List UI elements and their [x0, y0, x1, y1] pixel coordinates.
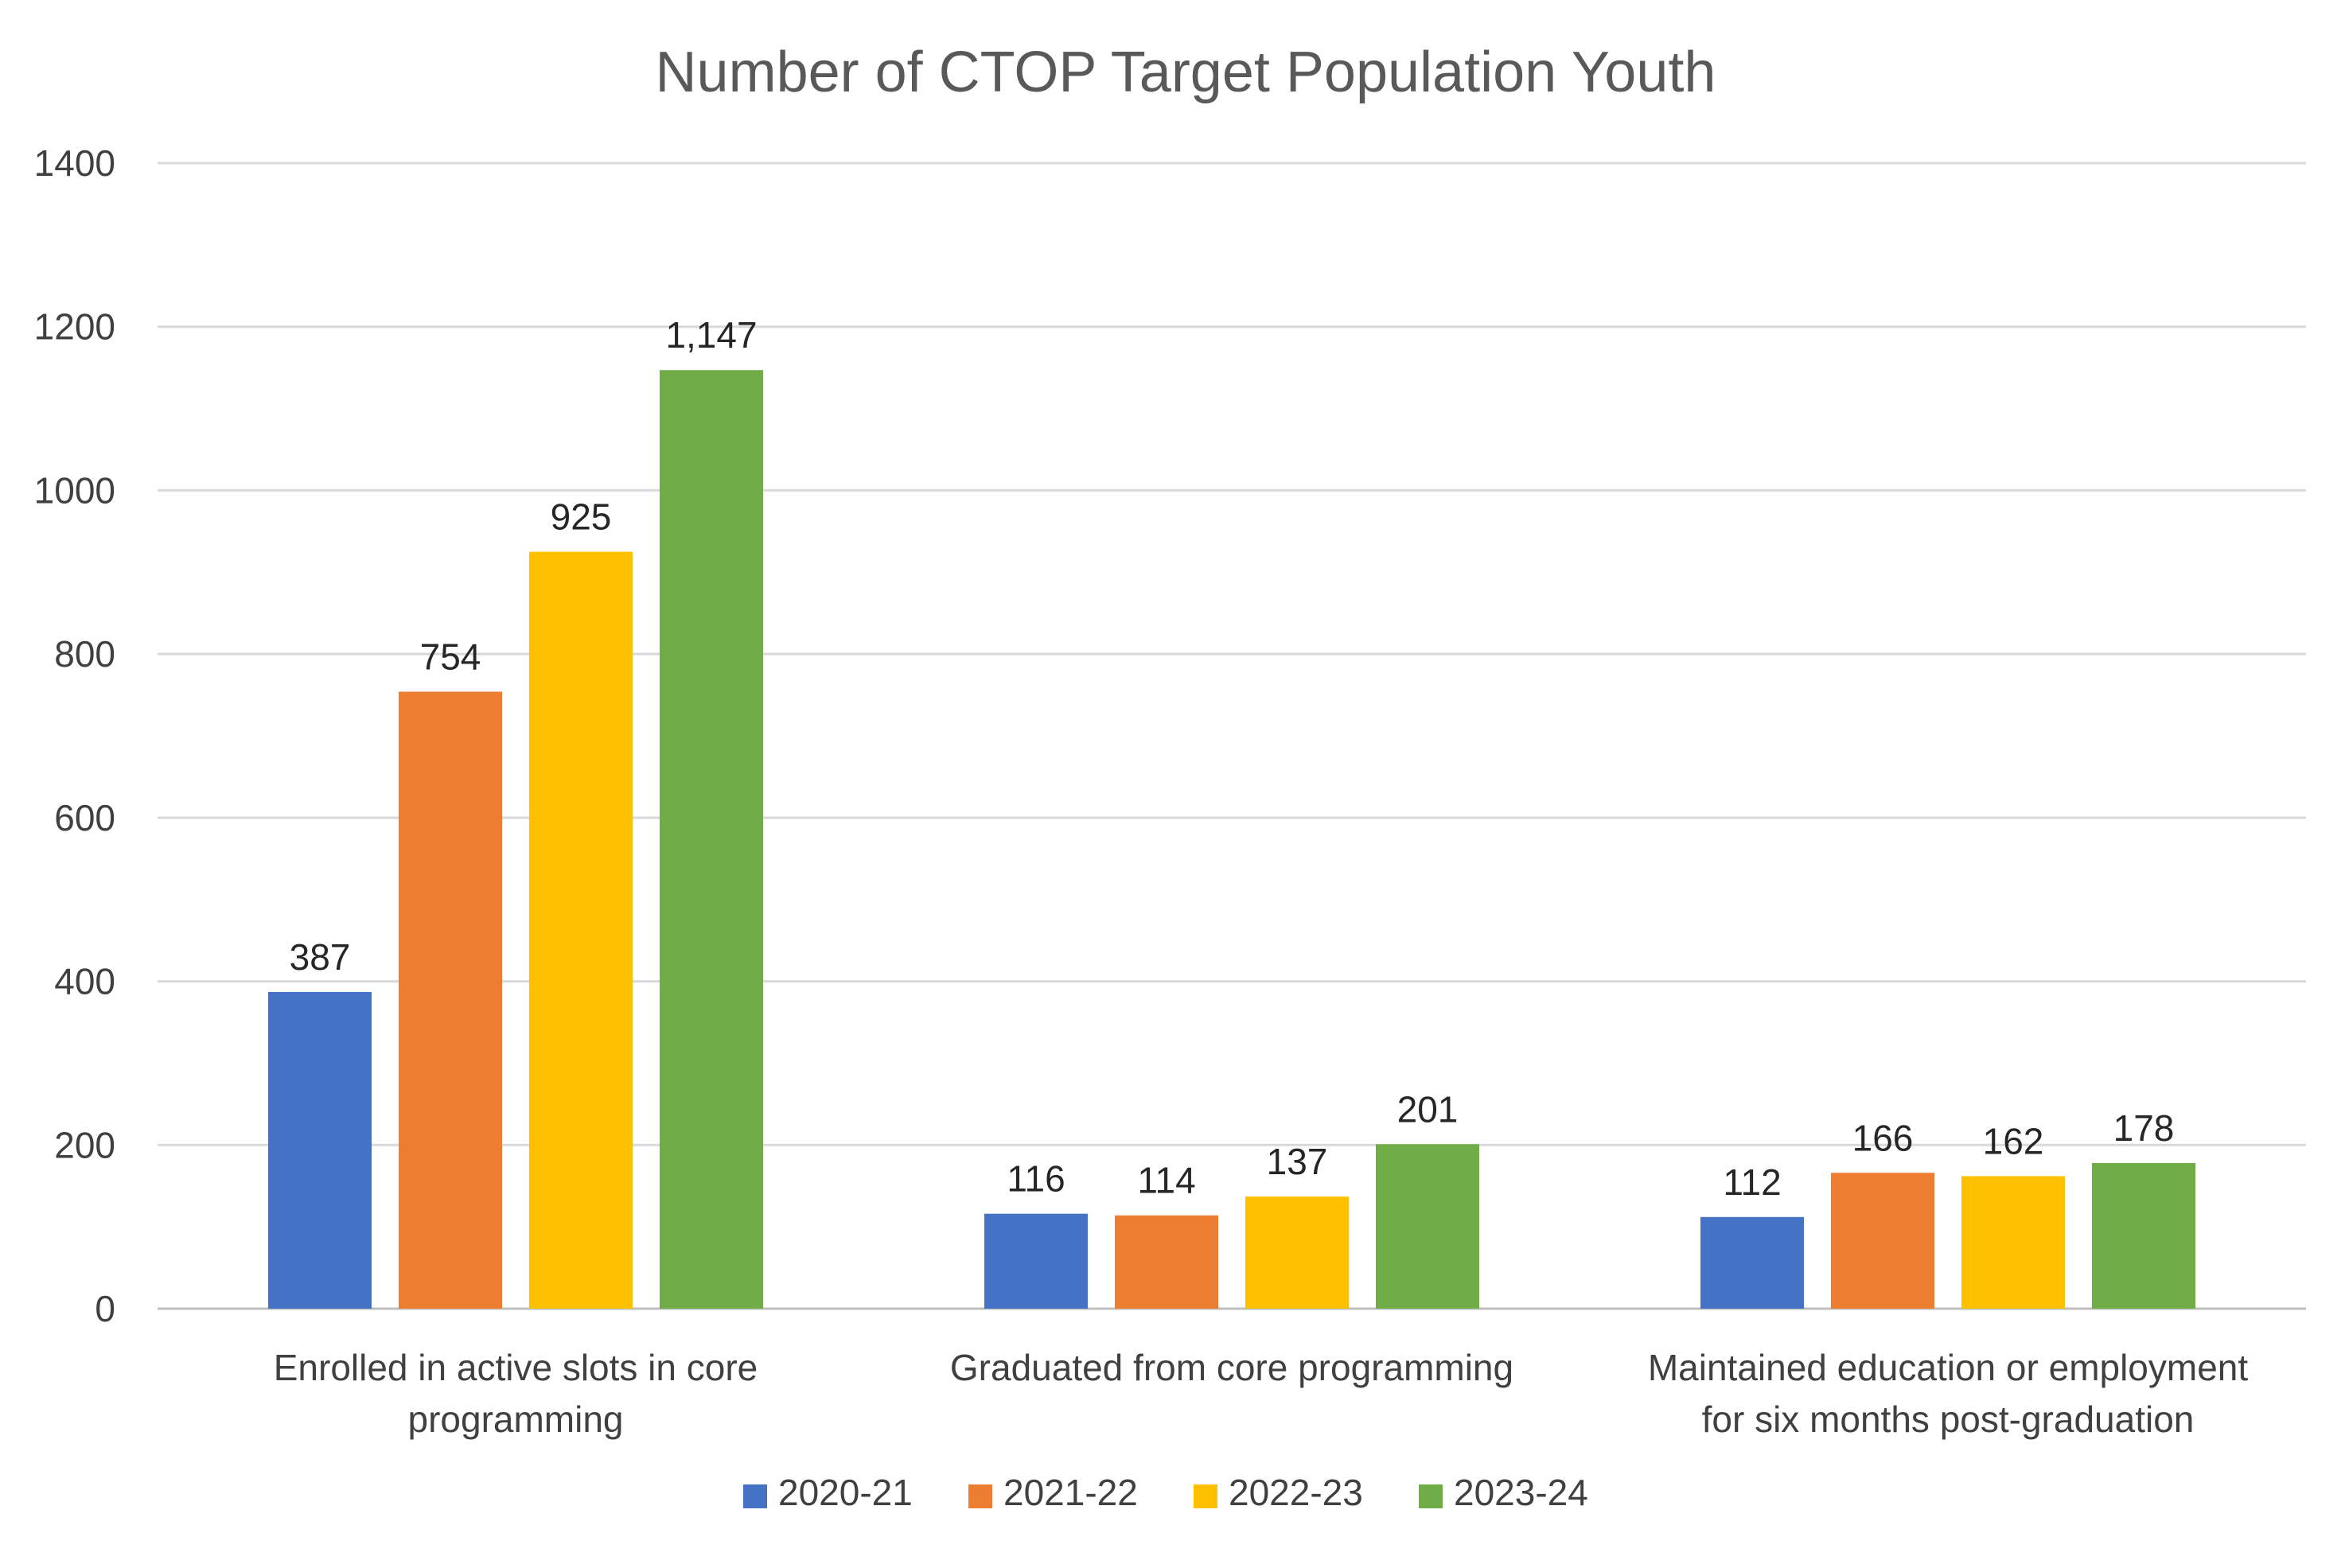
bar-2022-23-cat2: [1245, 1196, 1349, 1309]
y-tick-label: 1400: [34, 142, 115, 184]
bar-2022-23-cat3: [1961, 1176, 2065, 1309]
data-label: 1,147: [665, 314, 757, 356]
bar-2020-21-cat2: [984, 1213, 1088, 1309]
y-tick-label: 1200: [34, 306, 115, 348]
y-tick-label: 1000: [34, 469, 115, 511]
legend-label: 2021-22: [1003, 1472, 1138, 1513]
y-tick-label: 200: [54, 1124, 115, 1165]
chart-title: Number of CTOP Target Population Youth: [656, 41, 1716, 104]
gridlines: [158, 161, 2306, 1310]
data-label: 112: [1723, 1161, 1781, 1203]
data-label: 178: [2113, 1107, 2175, 1149]
legend-label: 2023-24: [1454, 1472, 1588, 1513]
bar-2023-24-cat1: [660, 370, 763, 1309]
y-tick-label: 400: [54, 961, 115, 1002]
legend-swatch: [1419, 1484, 1443, 1508]
data-label: 166: [1852, 1117, 1914, 1158]
y-tick-label: 600: [54, 797, 115, 838]
x-category-label: programming: [408, 1399, 624, 1440]
x-category-label: Graduated from core programming: [950, 1347, 1513, 1388]
y-tick-label: 0: [95, 1288, 115, 1329]
data-label: 754: [420, 636, 481, 677]
bar-2020-21-cat1: [268, 991, 372, 1309]
legend-swatch: [743, 1484, 767, 1508]
legend: 2020-21 2021-22 2022-23 2023-24: [743, 1472, 1588, 1513]
legend-label: 2022-23: [1229, 1472, 1363, 1513]
x-category-label: for six months post-graduation: [1702, 1399, 2195, 1440]
x-category-label: Maintained education or employment: [1648, 1347, 2249, 1388]
data-label: 116: [1007, 1158, 1065, 1200]
legend-label: 2020-21: [778, 1472, 913, 1513]
bar-2020-21-cat3: [1700, 1216, 1804, 1309]
bar-2022-23-cat1: [529, 551, 633, 1309]
x-axis-categories: Enrolled in active slots in core programm…: [274, 1347, 2249, 1440]
data-labels: 387 754 925 1,147 116 114 137 201 112 166 162 178: [290, 314, 2175, 1203]
legend-swatch: [1194, 1484, 1217, 1508]
data-label: 201: [1397, 1088, 1459, 1130]
x-category-label: Enrolled in active slots in core: [274, 1347, 758, 1388]
data-label: 137: [1267, 1141, 1328, 1182]
bar-2021-22-cat2: [1115, 1215, 1218, 1309]
y-tick-label: 800: [54, 633, 115, 675]
legend-swatch: [968, 1484, 992, 1508]
data-label: 162: [1983, 1120, 2044, 1161]
data-label: 925: [551, 496, 612, 538]
bar-2023-24-cat3: [2092, 1162, 2195, 1309]
data-label: 114: [1137, 1160, 1195, 1201]
bar-2023-24-cat2: [1376, 1144, 1479, 1309]
bar-2021-22-cat3: [1831, 1173, 1934, 1309]
bars: [268, 370, 2195, 1309]
y-axis-ticks: 0 200 400 600 800 1000 1200 1400: [34, 142, 115, 1329]
bar-2021-22-cat1: [399, 691, 502, 1309]
data-label: 387: [290, 936, 351, 978]
